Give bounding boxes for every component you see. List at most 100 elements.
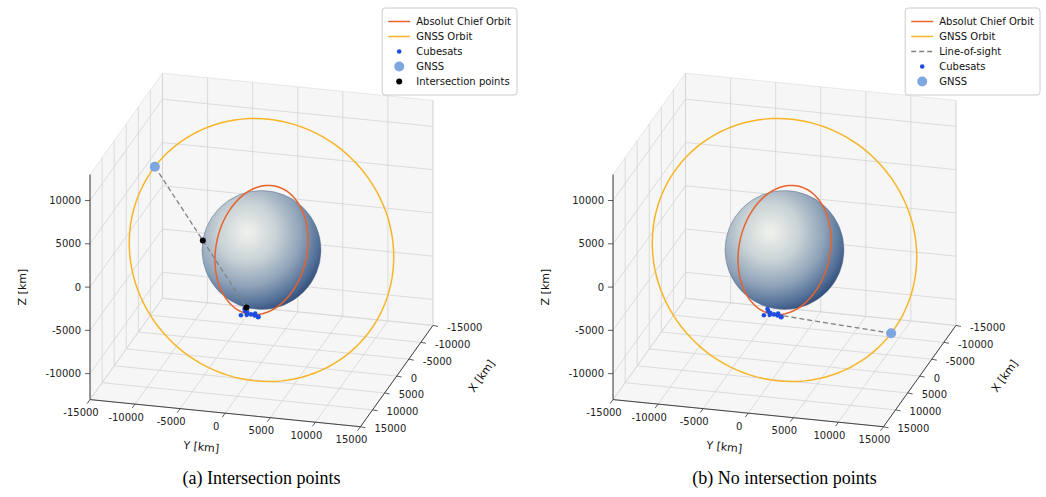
tick-mark	[944, 342, 949, 343]
legend-label: GNSS	[939, 76, 967, 87]
tick-label: -10000	[569, 368, 604, 379]
tick-label: 5000	[56, 238, 81, 249]
tick-label: -5000	[946, 356, 975, 367]
grid-line	[90, 186, 162, 287]
grid-line	[90, 272, 162, 373]
pane	[613, 73, 685, 399]
tick-mark	[908, 393, 913, 394]
tick-label: -5000	[157, 416, 186, 427]
y-axis-line	[90, 400, 360, 427]
tick-mark	[267, 418, 270, 422]
tick-label: -15000	[63, 407, 98, 418]
tick-label: 10000	[814, 430, 846, 441]
grid-line	[613, 298, 685, 399]
tick-label: 10000	[387, 406, 419, 417]
legend-swatch	[920, 64, 925, 69]
tick-label: -10000	[958, 339, 993, 350]
grid-line	[163, 99, 433, 126]
tick-mark	[85, 200, 90, 201]
tick-mark	[608, 200, 613, 201]
tick-label: 15000	[374, 423, 406, 434]
tick-label: 15000	[336, 434, 368, 445]
x-axis-line	[360, 325, 432, 426]
tick-label: -15000	[586, 407, 621, 418]
tick-label: -15000	[447, 322, 482, 333]
tick-mark	[700, 409, 703, 413]
point	[779, 315, 784, 320]
tick-mark	[790, 418, 793, 422]
tick-mark	[360, 427, 365, 428]
earth	[202, 191, 321, 310]
tick-label: -5000	[575, 325, 604, 336]
tick-mark	[655, 404, 658, 408]
legend-swatch	[911, 51, 933, 53]
tick-label: 0	[213, 421, 219, 432]
legend: Absolut Chief OrbitGNSS OrbitLine-of-sig…	[905, 8, 1040, 95]
tick-label: 10000	[910, 406, 942, 417]
orbit	[215, 185, 308, 314]
caption: (b) No intersection points	[692, 468, 876, 489]
tick-mark	[85, 287, 90, 288]
tick-mark	[745, 413, 748, 417]
tick-mark	[433, 325, 438, 326]
grid-line	[883, 325, 955, 426]
tick-label: -10000	[435, 339, 470, 350]
tick-label: -10000	[631, 412, 666, 423]
tick-label: 5000	[772, 425, 797, 436]
tick-mark	[222, 413, 225, 417]
axis-title: X [km]	[989, 357, 1021, 394]
point	[767, 313, 772, 318]
tick-mark	[357, 427, 360, 431]
tick-mark	[608, 287, 613, 288]
tick-mark	[85, 373, 90, 374]
grid-line	[658, 303, 730, 404]
point	[253, 311, 258, 316]
grid-line	[613, 99, 685, 200]
tick-label: -5000	[52, 325, 81, 336]
pane	[686, 73, 956, 325]
tick-mark	[385, 393, 390, 394]
legend-label: Line-of-sight	[939, 46, 1001, 57]
tick-mark	[132, 404, 135, 408]
legend-label: Cubesats	[416, 46, 462, 57]
tick-mark	[87, 400, 90, 404]
grid-line	[315, 321, 387, 422]
grid-line	[270, 316, 342, 417]
point	[762, 313, 767, 318]
grid-line	[90, 142, 162, 243]
grid-line	[613, 229, 685, 330]
tick-label: 5000	[399, 389, 424, 400]
y-axis-line	[613, 400, 883, 427]
grid-line	[135, 303, 207, 404]
tick-mark	[608, 243, 613, 244]
tick-mark	[932, 359, 937, 360]
tick-mark	[880, 427, 883, 431]
tick-mark	[409, 359, 414, 360]
grid-line	[686, 99, 956, 126]
line-of-sight	[774, 314, 891, 333]
grid-line	[225, 312, 297, 413]
tick-mark	[608, 373, 613, 374]
tick-mark	[896, 410, 901, 411]
grid-line	[90, 400, 360, 427]
tick-label: 10000	[572, 195, 604, 206]
point	[256, 315, 261, 320]
axis-title: Z [km]	[16, 269, 29, 306]
tick-mark	[610, 400, 613, 404]
grid-line	[838, 321, 910, 422]
grid-line	[686, 142, 956, 169]
axis-title: Y [km]	[705, 439, 743, 456]
caption: (a) Intersection points	[183, 468, 341, 489]
tick-mark	[835, 422, 838, 426]
tick-label: 5000	[922, 389, 947, 400]
orbit	[129, 118, 394, 381]
legend-swatch	[911, 21, 933, 23]
line-of-sight	[155, 167, 251, 315]
grid-line	[748, 312, 820, 413]
legend-swatch	[911, 36, 933, 38]
tick-label: -15000	[970, 322, 1005, 333]
legend-swatch	[388, 21, 410, 23]
tick-mark	[312, 422, 315, 426]
grid-line	[613, 400, 883, 427]
axis-title: Y [km]	[182, 439, 220, 456]
